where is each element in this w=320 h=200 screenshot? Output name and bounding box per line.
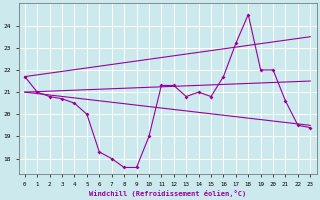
X-axis label: Windchill (Refroidissement éolien,°C): Windchill (Refroidissement éolien,°C) <box>89 190 246 197</box>
